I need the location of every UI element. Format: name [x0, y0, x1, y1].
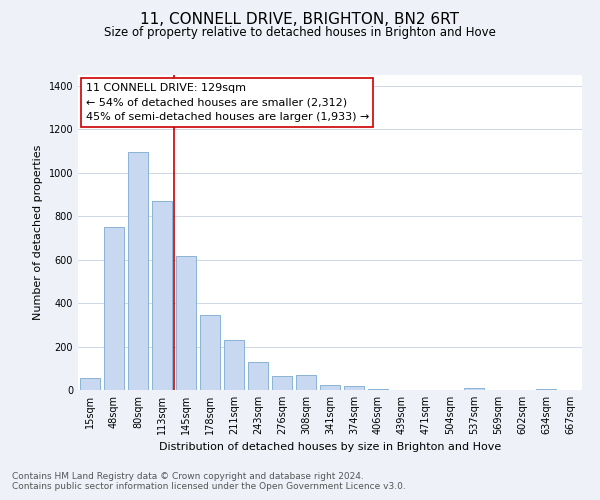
Bar [80, 378, 100, 390]
Bar [104, 227, 124, 390]
Y-axis label: Number of detached properties: Number of detached properties [33, 145, 43, 320]
Text: Contains public sector information licensed under the Open Government Licence v3: Contains public sector information licen… [12, 482, 406, 491]
Bar [464, 388, 484, 390]
Bar [200, 315, 220, 390]
Bar [128, 152, 148, 390]
Bar [248, 362, 268, 390]
Bar [536, 389, 556, 390]
Bar [152, 201, 172, 390]
Bar [296, 375, 316, 390]
Bar [272, 376, 292, 390]
Bar [344, 386, 364, 390]
Bar [224, 340, 244, 390]
Bar [176, 256, 196, 390]
Bar [320, 384, 340, 390]
Text: 11 CONNELL DRIVE: 129sqm
← 54% of detached houses are smaller (2,312)
45% of sem: 11 CONNELL DRIVE: 129sqm ← 54% of detach… [86, 83, 369, 122]
Text: Size of property relative to detached houses in Brighton and Hove: Size of property relative to detached ho… [104, 26, 496, 39]
Text: Contains HM Land Registry data © Crown copyright and database right 2024.: Contains HM Land Registry data © Crown c… [12, 472, 364, 481]
Text: Distribution of detached houses by size in Brighton and Hove: Distribution of detached houses by size … [159, 442, 501, 452]
Text: 11, CONNELL DRIVE, BRIGHTON, BN2 6RT: 11, CONNELL DRIVE, BRIGHTON, BN2 6RT [140, 12, 460, 28]
Bar [368, 389, 388, 390]
